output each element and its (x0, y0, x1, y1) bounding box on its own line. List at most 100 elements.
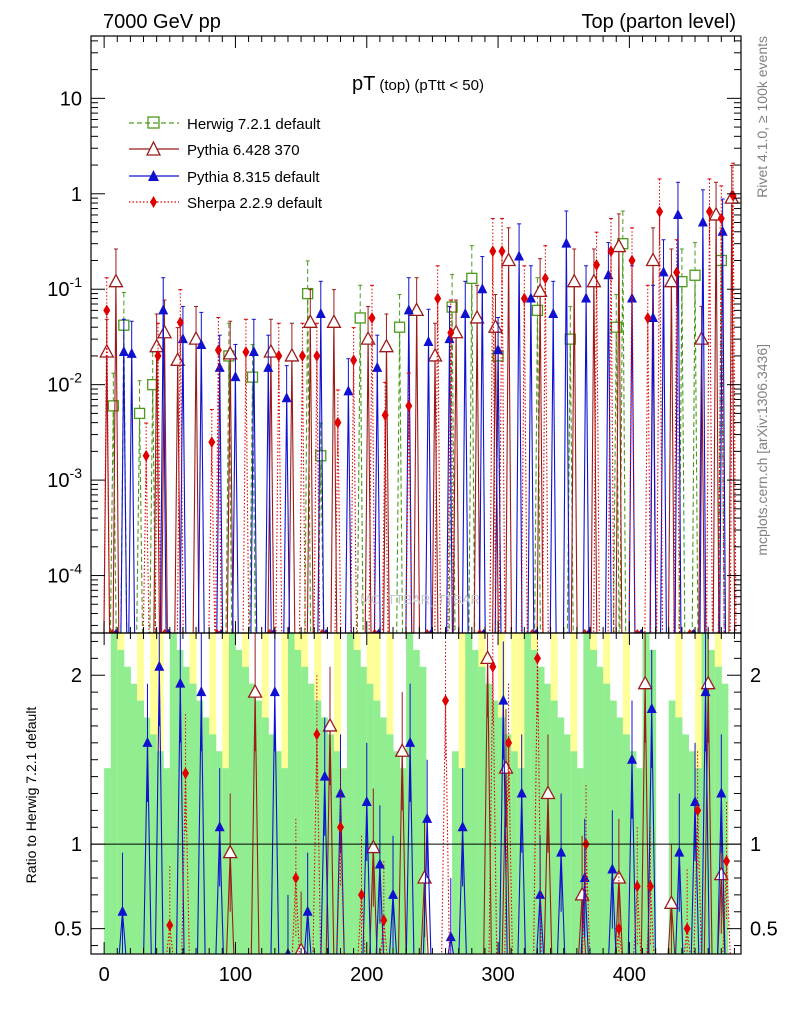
x-tick-label: 100 (219, 964, 252, 986)
point-marker-sherpa (628, 254, 636, 267)
ratio-band-green (616, 717, 624, 954)
point-marker-pythia6 (302, 313, 318, 328)
y-tick-label: 10-1 (47, 274, 82, 301)
ratio-band-green (484, 683, 493, 954)
ratio-point-marker-pythia8 (388, 888, 399, 899)
ratio-band-green (603, 683, 611, 954)
ratio-point-marker-sherpa (694, 804, 702, 817)
ratio-tick-label-left: 2 (71, 665, 82, 687)
ratio-band-green (393, 751, 401, 954)
point-marker-pythia6 (409, 302, 425, 317)
point-marker-pythia8 (214, 361, 225, 372)
ratio-band-green (169, 633, 177, 954)
legend-label-pythia6: Pythia 6.428 370 (187, 142, 300, 159)
point-marker-sherpa (298, 349, 306, 362)
ratio-band-green (176, 649, 184, 954)
ratio-band-green (642, 633, 650, 954)
ratio-band-green (629, 751, 637, 954)
floor-marker-pythia6 (743, 629, 749, 637)
legend: Herwig 7.2.1 default Pythia 6.428 370 Py… (129, 116, 323, 212)
point-marker-herwig (446, 301, 458, 313)
ratio-point-marker-sherpa (380, 914, 388, 927)
ratio-tick-label-right: 2 (750, 665, 761, 687)
point-marker-pythia6 (532, 282, 548, 297)
ratio-band-green (452, 751, 460, 954)
point-marker-pythia8 (315, 308, 326, 319)
point-marker-pythia8 (460, 308, 471, 319)
ratio-point-marker-sherpa (292, 871, 300, 884)
analysis-watermark: MC_TTBAR_TTBAR (360, 592, 480, 607)
ratio-point-marker-pythia8 (646, 703, 657, 714)
ratio-band-green (143, 717, 151, 954)
point-marker-pythia8 (248, 345, 259, 356)
ratio-band-green (366, 683, 374, 954)
y-tick-label: 1 (71, 184, 82, 206)
point-marker-pythia8 (403, 304, 414, 315)
ratio-band-green (583, 633, 591, 954)
ratio-band-green (353, 649, 361, 954)
ratio-point-marker-pythia8 (700, 686, 711, 697)
ratio-point-marker-sherpa (533, 652, 541, 665)
ratio-point-marker-sherpa (313, 728, 321, 741)
ratio-point-marker-sherpa (505, 736, 513, 749)
ratio-point-marker-pythia8 (196, 686, 207, 697)
floor-marker-sherpa (529, 629, 536, 633)
ratio-band-green (465, 633, 473, 954)
ratio-band-green (104, 768, 112, 954)
ratio-band-green (117, 649, 125, 954)
plot-title-main: pT (352, 73, 375, 95)
floor-marker-sherpa (581, 629, 588, 633)
legend-marker-sherpa (150, 196, 157, 208)
point-marker-pythia8 (561, 237, 572, 248)
ratio-band-green (123, 666, 131, 954)
ratio-band-green (471, 649, 479, 954)
ratio-band-green (136, 700, 145, 954)
ratio-band-green (524, 633, 532, 954)
rivet-label: Rivet 4.1.0, ≥ 100k events (754, 36, 770, 198)
point-marker-pythia8 (548, 308, 559, 319)
ratio-band-green (209, 734, 217, 954)
point-marker-herwig (689, 269, 701, 281)
ratio-point-marker-sherpa (683, 922, 691, 935)
ratio-point-marker-pythia8 (269, 686, 280, 697)
ratio-point-marker-pythia6 (416, 869, 433, 884)
x-tick-label: 300 (481, 964, 514, 986)
ratio-band-green (228, 633, 236, 954)
point-marker-pythia6 (663, 273, 679, 288)
ratio-band-green (688, 751, 696, 954)
point-marker-herwig (393, 321, 406, 333)
point-marker-pythia6 (611, 238, 627, 253)
ratio-point-marker-sherpa (615, 922, 623, 935)
ratio-y-axis-label: Ratio to Herwig 7.2.1 default (23, 707, 39, 884)
point-marker-sherpa (593, 258, 601, 271)
point-marker-sherpa (729, 189, 737, 202)
point-marker-pythia8 (603, 269, 614, 280)
point-marker-sherpa (717, 212, 725, 225)
ratio-point-marker-pythia6 (247, 683, 263, 698)
ratio-band-green (163, 768, 171, 954)
point-marker-pythia8 (658, 266, 669, 277)
point-marker-sherpa (607, 245, 615, 258)
point-marker-pythia8 (158, 304, 169, 315)
ratio-band-green (721, 683, 729, 954)
ratio-band-green (287, 633, 296, 954)
point-marker-pythia8 (717, 225, 728, 236)
point-marker-herwig (107, 400, 119, 412)
ratio-band-green (386, 734, 394, 954)
point-marker-sherpa (705, 205, 713, 218)
point-marker-pythia8 (281, 392, 292, 403)
ratio-band-green (110, 633, 118, 954)
ratio-point-marker-pythia8 (457, 821, 468, 832)
point-marker-pythia6 (188, 330, 204, 345)
point-marker-sherpa (447, 326, 455, 339)
ratio-point-marker-pythia6 (365, 839, 381, 854)
ratio-band-green (537, 666, 545, 954)
ratio-band-green (491, 700, 499, 954)
ratio-point-marker-pythia8 (716, 787, 727, 798)
point-marker-pythia6 (284, 347, 300, 362)
point-marker-pythia8 (525, 292, 536, 303)
ratio-band-green (635, 768, 644, 954)
ratio-point-marker-pythia8 (361, 795, 372, 806)
ratio-band-green (347, 633, 355, 954)
